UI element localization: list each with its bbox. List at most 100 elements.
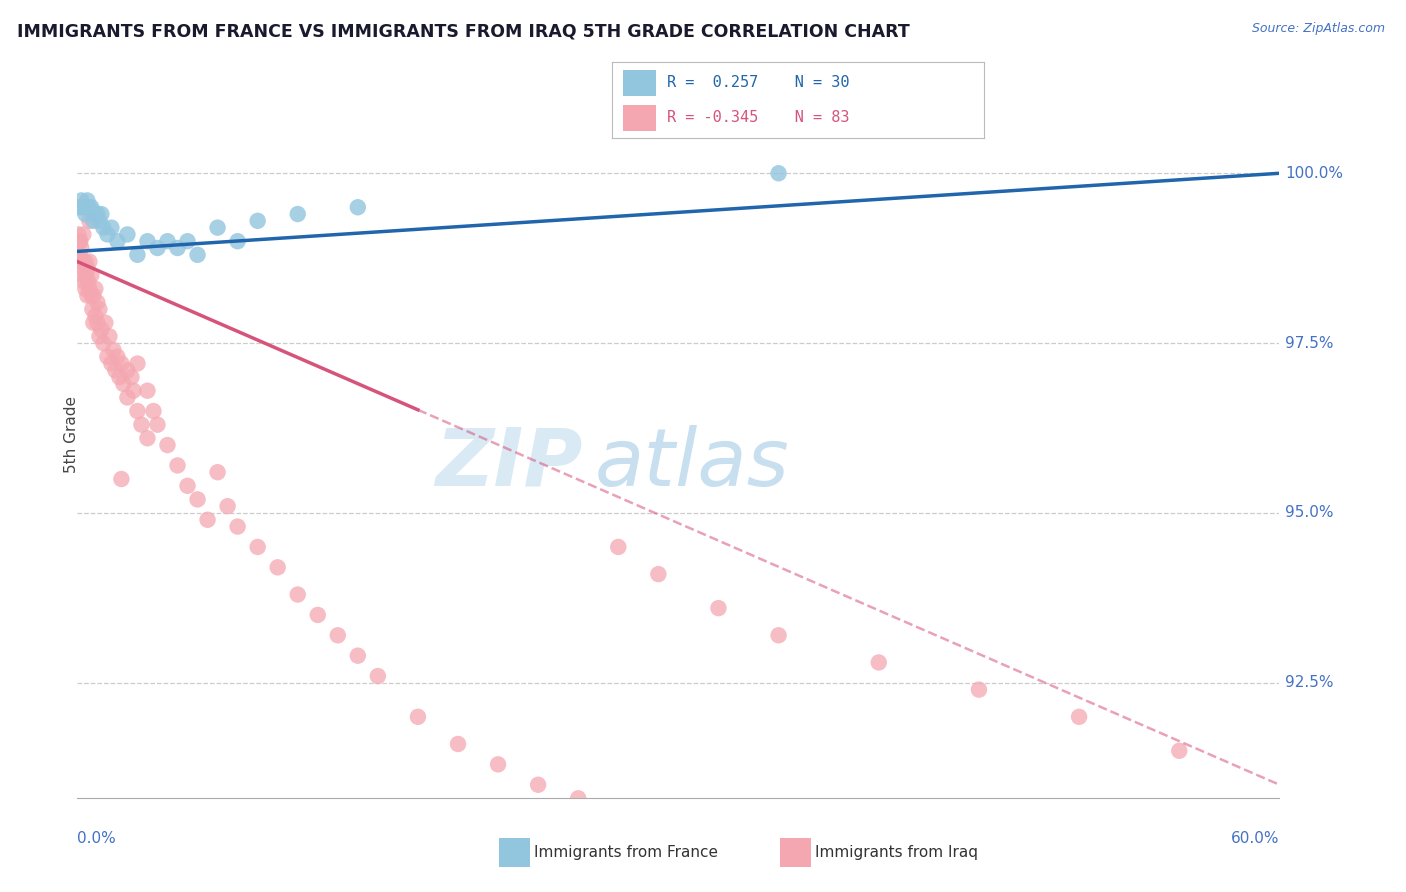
Point	[647, 567, 669, 582]
Point	[82, 316, 104, 330]
Point	[69, 254, 91, 268]
Point	[67, 248, 90, 262]
Text: 97.5%: 97.5%	[1285, 335, 1334, 351]
Text: Immigrants from Iraq: Immigrants from Iraq	[815, 846, 979, 860]
Point	[1168, 744, 1191, 758]
Point	[86, 316, 108, 330]
Point	[146, 417, 169, 432]
Point	[89, 302, 111, 317]
Point	[176, 479, 198, 493]
Bar	[623, 70, 657, 95]
Point	[197, 513, 219, 527]
Point	[96, 350, 118, 364]
Point	[75, 207, 97, 221]
Point	[217, 499, 239, 513]
Point	[127, 248, 149, 262]
Point	[136, 384, 159, 398]
Point	[406, 710, 429, 724]
Point	[287, 207, 309, 221]
Point	[84, 207, 107, 221]
Text: ZIP: ZIP	[434, 425, 582, 503]
Point	[75, 268, 97, 283]
Point	[226, 234, 249, 248]
Text: 0.0%: 0.0%	[77, 831, 117, 846]
Point	[207, 465, 229, 479]
Point	[67, 200, 90, 214]
Point	[104, 363, 127, 377]
Point	[112, 376, 135, 391]
Text: 60.0%: 60.0%	[1232, 831, 1279, 846]
Point	[75, 282, 97, 296]
Point	[89, 329, 111, 343]
Point	[142, 404, 165, 418]
Point	[79, 200, 101, 214]
Point	[69, 234, 91, 248]
Point	[186, 248, 209, 262]
Point	[84, 282, 107, 296]
Point	[326, 628, 349, 642]
Point	[84, 309, 107, 323]
Point	[122, 384, 145, 398]
Point	[707, 601, 730, 615]
Point	[1069, 710, 1091, 724]
Point	[127, 357, 149, 371]
Text: Source: ZipAtlas.com: Source: ZipAtlas.com	[1251, 22, 1385, 36]
Point	[82, 288, 104, 302]
Point	[117, 391, 139, 405]
Text: atlas: atlas	[595, 425, 789, 503]
Text: 95.0%: 95.0%	[1285, 506, 1334, 521]
Point	[96, 227, 118, 242]
Point	[72, 268, 94, 283]
Point	[107, 350, 129, 364]
Point	[77, 275, 100, 289]
Point	[768, 628, 790, 642]
Point	[86, 295, 108, 310]
Point	[108, 370, 131, 384]
Point	[107, 234, 129, 248]
Point	[367, 669, 389, 683]
Point	[80, 200, 103, 214]
Text: R =  0.257    N = 30: R = 0.257 N = 30	[668, 76, 851, 90]
Point	[110, 357, 132, 371]
Point	[246, 214, 269, 228]
Point	[90, 207, 112, 221]
Point	[94, 316, 117, 330]
Point	[72, 200, 94, 214]
Point	[82, 214, 104, 228]
Bar	[623, 105, 657, 130]
Point	[72, 227, 94, 242]
Point	[82, 302, 104, 317]
Point	[98, 329, 121, 343]
Point	[156, 234, 179, 248]
Point	[75, 254, 97, 268]
Point	[103, 343, 125, 357]
Point	[136, 234, 159, 248]
Text: 100.0%: 100.0%	[1285, 166, 1344, 181]
Point	[527, 778, 550, 792]
Point	[70, 261, 93, 276]
Point	[127, 404, 149, 418]
Point	[120, 370, 142, 384]
Point	[156, 438, 179, 452]
Text: 92.5%: 92.5%	[1285, 675, 1334, 690]
Text: IMMIGRANTS FROM FRANCE VS IMMIGRANTS FROM IRAQ 5TH GRADE CORRELATION CHART: IMMIGRANTS FROM FRANCE VS IMMIGRANTS FRO…	[17, 22, 910, 40]
Point	[246, 540, 269, 554]
Point	[307, 607, 329, 622]
Point	[186, 492, 209, 507]
Point	[146, 241, 169, 255]
Point	[79, 282, 101, 296]
Point	[79, 214, 101, 228]
Point	[207, 220, 229, 235]
Point	[70, 194, 93, 208]
Point	[76, 194, 98, 208]
Point	[287, 587, 309, 601]
Point	[166, 458, 188, 473]
Y-axis label: 5th Grade: 5th Grade	[65, 396, 79, 474]
Point	[346, 648, 368, 663]
Point	[768, 166, 790, 180]
Point	[176, 234, 198, 248]
Point	[117, 363, 139, 377]
Point	[72, 254, 94, 268]
Point	[73, 275, 96, 289]
Point	[76, 261, 98, 276]
